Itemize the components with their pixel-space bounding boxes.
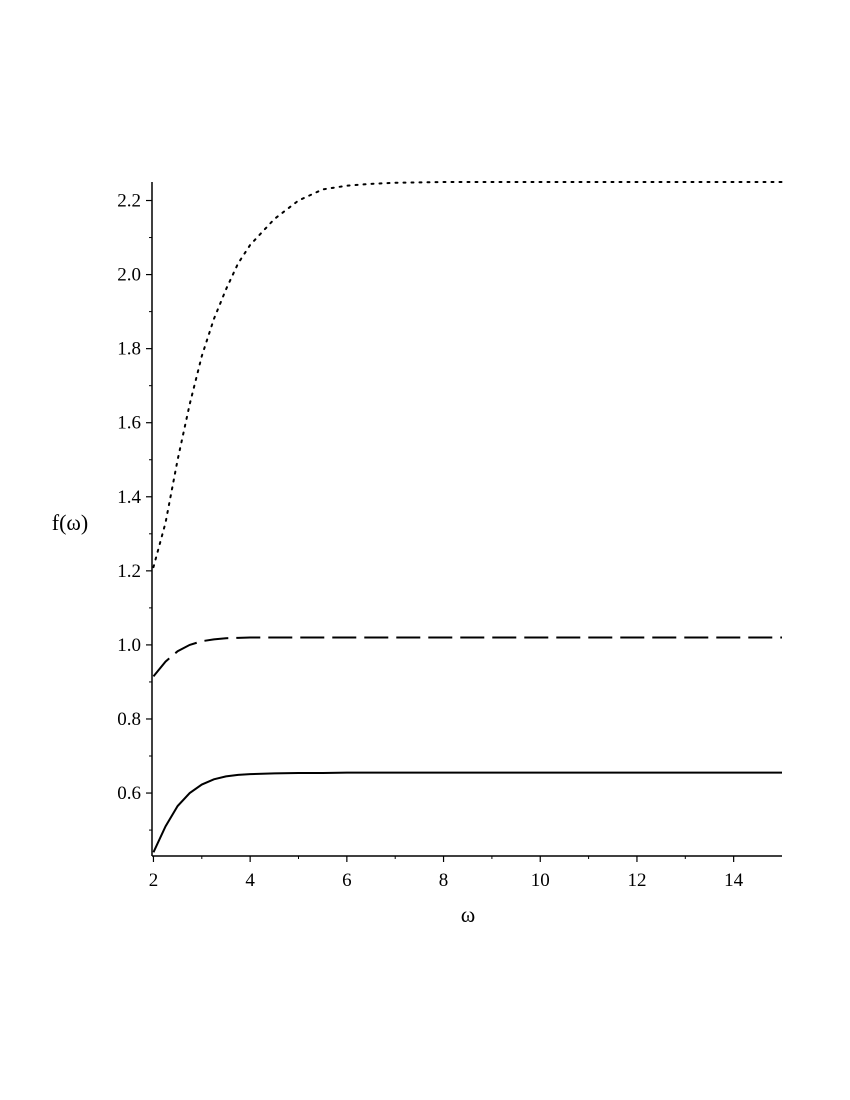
y-tick-label: 1.2 [117, 561, 141, 582]
y-tick-label: 0.8 [117, 709, 141, 730]
x-tick-label: 14 [724, 870, 744, 891]
y-tick-label: 0.6 [117, 783, 141, 804]
y-tick-label: 1.0 [117, 635, 141, 656]
x-tick-label: 10 [531, 870, 550, 891]
x-axis-title: ω [461, 902, 475, 927]
y-axis-title: f(ω) [52, 510, 88, 535]
y-tick-label: 2.0 [117, 265, 141, 286]
y-tick-label: 1.6 [117, 413, 141, 434]
x-tick-label: 6 [342, 870, 352, 891]
series-layer [152, 181, 783, 853]
x-tick-label: 8 [439, 870, 449, 891]
x-tick-label: 4 [245, 870, 255, 891]
axes [151, 182, 782, 857]
x-tick-label: 12 [627, 870, 646, 891]
ticks-layer: 2 4 6 8 10 12 14 0.6 0.8 1.0 1.2 1.4 1.6 1.8 2.0 2.2 [117, 191, 743, 891]
series-line-dotted [152, 181, 783, 569]
y-tick-label: 2.2 [117, 191, 141, 212]
y-tick-label: 1.8 [117, 339, 141, 360]
series-line-solid [152, 771, 782, 853]
series-line-dashed [152, 636, 782, 678]
x-tick-label: 2 [149, 870, 159, 891]
y-tick-label: 1.4 [117, 487, 141, 508]
